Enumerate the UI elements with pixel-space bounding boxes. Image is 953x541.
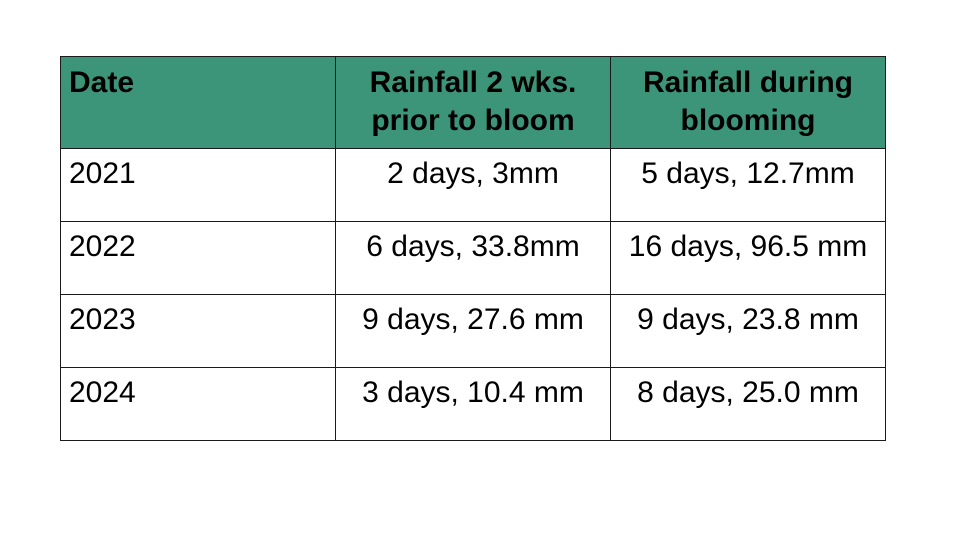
cell-rainfall-prior: 9 days, 27.6 mm: [335, 294, 611, 368]
cell-rainfall-during: 16 days, 96.5 mm: [610, 221, 886, 295]
cell-rainfall-during: 9 days, 23.8 mm: [610, 294, 886, 368]
table-row: 2022 6 days, 33.8mm 16 days, 96.5 mm: [60, 221, 886, 295]
cell-date: 2022: [60, 221, 336, 295]
header-row: Date Rainfall 2 wks. prior to bloom Rain…: [60, 56, 886, 149]
header-date: Date: [60, 56, 336, 149]
rainfall-table: Date Rainfall 2 wks. prior to bloom Rain…: [60, 56, 886, 441]
header-rainfall-during: Rainfall during blooming: [610, 56, 886, 149]
cell-rainfall-prior: 2 days, 3mm: [335, 148, 611, 222]
table-row: 2024 3 days, 10.4 mm 8 days, 25.0 mm: [60, 367, 886, 441]
cell-rainfall-prior: 3 days, 10.4 mm: [335, 367, 611, 441]
table-header: Date Rainfall 2 wks. prior to bloom Rain…: [60, 56, 886, 149]
table-body: 2021 2 days, 3mm 5 days, 12.7mm 2022 6 d…: [60, 148, 886, 441]
cell-date: 2021: [60, 148, 336, 222]
rainfall-table-container: Date Rainfall 2 wks. prior to bloom Rain…: [60, 56, 886, 441]
table-row: 2021 2 days, 3mm 5 days, 12.7mm: [60, 148, 886, 222]
header-rainfall-prior: Rainfall 2 wks. prior to bloom: [335, 56, 611, 149]
cell-date: 2023: [60, 294, 336, 368]
cell-rainfall-during: 5 days, 12.7mm: [610, 148, 886, 222]
cell-date: 2024: [60, 367, 336, 441]
table-row: 2023 9 days, 27.6 mm 9 days, 23.8 mm: [60, 294, 886, 368]
cell-rainfall-during: 8 days, 25.0 mm: [610, 367, 886, 441]
cell-rainfall-prior: 6 days, 33.8mm: [335, 221, 611, 295]
